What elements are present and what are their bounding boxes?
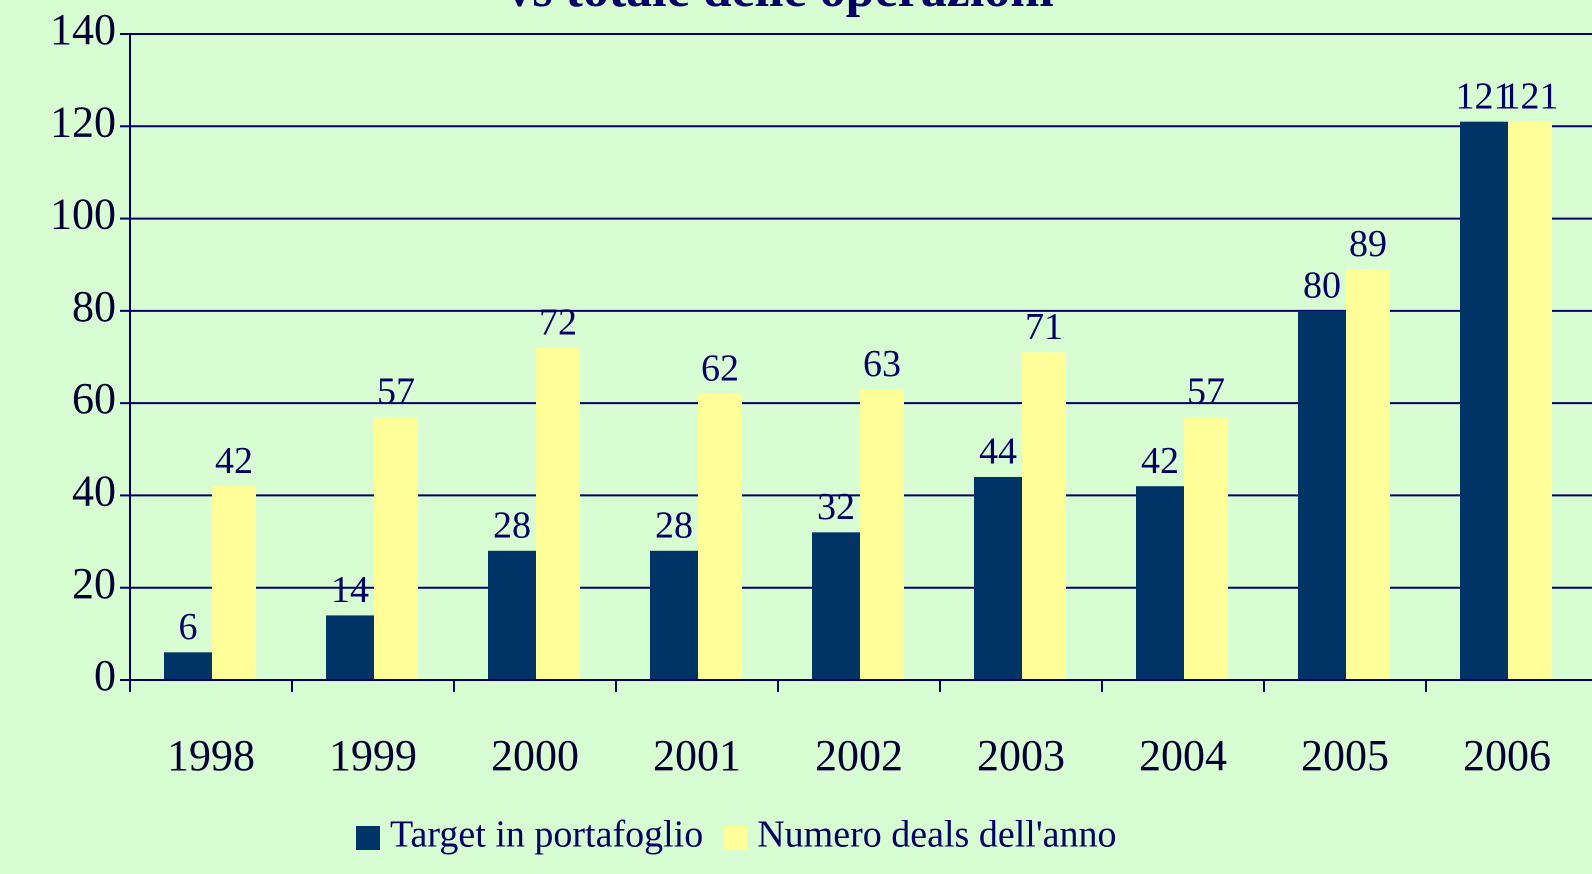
value-label: 42 xyxy=(1141,440,1179,482)
legend-swatch xyxy=(723,826,748,850)
value-label: 57 xyxy=(1187,371,1225,413)
x-tick-label: 2006 xyxy=(1463,731,1551,780)
bar xyxy=(374,416,418,680)
bar xyxy=(212,486,256,680)
bar xyxy=(860,389,904,680)
value-label: 44 xyxy=(979,431,1017,473)
x-tick-label: 2002 xyxy=(815,731,903,780)
x-tick-label: 2004 xyxy=(1139,731,1227,780)
value-label: 14 xyxy=(331,569,369,611)
bar xyxy=(1136,486,1184,680)
legend-label: Numero deals dell'anno xyxy=(757,814,1116,856)
bar xyxy=(488,550,536,680)
y-tick-label: 140 xyxy=(50,5,116,54)
value-label: 72 xyxy=(539,301,577,343)
bar xyxy=(164,652,212,680)
bar xyxy=(1460,121,1508,680)
legend-label: Target in portafoglio xyxy=(390,814,703,856)
y-tick-label: 60 xyxy=(72,374,116,423)
value-label: 89 xyxy=(1349,223,1387,265)
x-tick-label: 2005 xyxy=(1301,731,1389,780)
bar xyxy=(536,347,580,680)
bar xyxy=(326,615,374,680)
chart-title: vs totale delle operazioni xyxy=(506,0,1053,18)
bar xyxy=(1508,121,1552,680)
x-tick-label: 1998 xyxy=(167,731,255,780)
value-label: 32 xyxy=(817,486,855,528)
value-label: 6 xyxy=(179,606,198,648)
bar xyxy=(1022,352,1066,680)
x-tick-label: 2001 xyxy=(653,731,741,780)
value-label: 28 xyxy=(655,505,693,547)
y-tick-label: 80 xyxy=(72,282,116,331)
bar xyxy=(1298,310,1346,680)
value-label: 80 xyxy=(1303,265,1341,307)
y-tick-label: 100 xyxy=(50,190,116,239)
x-tick-label: 2000 xyxy=(491,731,579,780)
bar xyxy=(650,550,698,680)
y-tick-label: 0 xyxy=(94,651,116,700)
bar xyxy=(1184,416,1228,680)
x-tick-label: 1999 xyxy=(329,731,417,780)
value-label: 71 xyxy=(1025,306,1063,348)
bar xyxy=(698,393,742,680)
value-label: 121 xyxy=(1456,75,1513,117)
y-tick-label: 20 xyxy=(72,559,116,608)
bar xyxy=(974,476,1022,680)
value-label: 62 xyxy=(701,348,739,390)
bar xyxy=(1346,269,1390,680)
y-tick-label: 40 xyxy=(72,467,116,516)
x-tick-label: 2003 xyxy=(977,731,1065,780)
bar xyxy=(812,532,860,680)
value-label: 63 xyxy=(863,343,901,385)
value-label: 42 xyxy=(215,440,253,482)
y-tick-label: 120 xyxy=(50,97,116,146)
value-label: 121 xyxy=(1502,75,1559,117)
legend-swatch xyxy=(356,826,380,850)
value-label: 28 xyxy=(493,505,531,547)
value-label: 57 xyxy=(377,371,415,413)
